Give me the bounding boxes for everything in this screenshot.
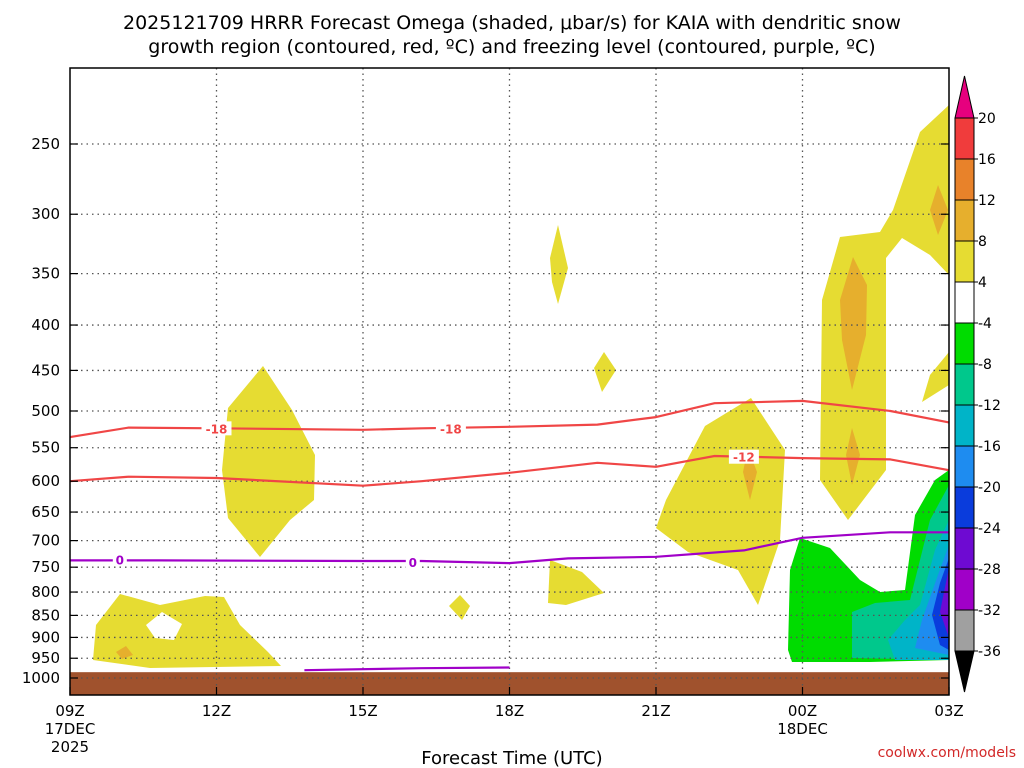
colorbar-segment — [954, 568, 975, 611]
chart-title-line1: 2025121709 HRRR Forecast Omega (shaded, … — [123, 12, 901, 34]
contour-label: 0 — [409, 556, 417, 570]
colorbar-segment — [954, 527, 975, 570]
contour-label-bg — [112, 552, 127, 567]
y-tick-label: 300 — [31, 205, 60, 223]
omega-region — [146, 612, 182, 640]
y-tick-label: 400 — [31, 316, 60, 334]
x-tick-label: 21Z — [641, 702, 670, 720]
colorbar-label: -24 — [978, 521, 1001, 537]
y-tick-label: 550 — [31, 439, 60, 457]
y-tick-label: 850 — [31, 606, 60, 624]
omega-region — [840, 257, 867, 390]
colorbar-label: 8 — [978, 234, 987, 250]
grid — [70, 68, 949, 695]
terrain — [70, 672, 949, 695]
colorbar-top-arrow — [954, 75, 975, 119]
colorbar-label: 16 — [978, 152, 996, 168]
x-tick-label: 00Z — [788, 702, 817, 720]
chart-title-line2: growth region (contoured, red, ºC) and f… — [148, 36, 875, 58]
colorbar-segment — [954, 486, 975, 529]
colorbar-segment — [954, 609, 975, 652]
colorbar-segment — [954, 404, 975, 447]
y-tick-label: 650 — [31, 503, 60, 521]
y-tick-label: 600 — [31, 472, 60, 490]
y-tick-label: 1000 — [22, 669, 60, 687]
colorbar-segment — [954, 117, 975, 160]
x-tick-label: 18Z — [495, 702, 524, 720]
omega-region — [922, 352, 949, 402]
colorbar-segment — [954, 322, 975, 365]
omega-region — [846, 428, 860, 485]
omega-region — [548, 560, 604, 605]
colorbar-label: 20 — [978, 111, 996, 127]
x-tick-label: 18DEC — [777, 720, 828, 738]
omega-region — [116, 646, 133, 659]
colorbar-label: -4 — [978, 316, 992, 332]
omega-region — [550, 225, 568, 304]
contour-label: -12 — [733, 451, 755, 465]
colorbar-label: 4 — [978, 275, 987, 291]
y-tick-label: 800 — [31, 583, 60, 601]
colorbar-label: -36 — [978, 644, 1001, 660]
contour-label: -18 — [206, 422, 228, 436]
colorbar-label: -8 — [978, 357, 992, 373]
omega-region — [449, 595, 470, 620]
omega-region — [93, 594, 281, 668]
y-tick-label: 500 — [31, 402, 60, 420]
omega-region — [932, 558, 949, 650]
colorbar-segment — [954, 240, 975, 283]
colorbar-segment — [954, 363, 975, 406]
colorbar-label: 12 — [978, 193, 996, 209]
colorbar-label: -20 — [978, 480, 1001, 496]
contour-label: -18 — [440, 422, 462, 436]
colorbar-segment — [954, 199, 975, 242]
x-tick-label: 03Z — [934, 702, 963, 720]
contour-label-bg — [405, 555, 420, 570]
y-tick-label: 450 — [31, 361, 60, 379]
y-tick-label: 700 — [31, 532, 60, 550]
isotherm-line — [70, 531, 949, 565]
y-tick-label: 250 — [31, 135, 60, 153]
credit-text: coolwx.com/models — [878, 745, 1016, 761]
omega-region — [930, 185, 948, 235]
colorbar-label: -16 — [978, 439, 1001, 455]
y-tick-label: 950 — [31, 649, 60, 667]
colorbar-bottom-arrow — [954, 650, 975, 693]
omega-region — [222, 366, 315, 557]
x-tick-label: 15Z — [348, 702, 377, 720]
omega-shading — [93, 105, 949, 668]
colorbar-segment — [954, 158, 975, 201]
colorbar-segment — [954, 281, 975, 324]
contour-labels: -18 -18 -12 0 0 — [112, 421, 759, 570]
y-axis: 250 300 350 400 450 500 550 600 650 700 750 800 850 9… — [22, 135, 949, 687]
colorbar-label: -32 — [978, 603, 1001, 619]
omega-region — [820, 105, 949, 520]
isotherm-line — [69, 454, 950, 487]
x-tick-label: 12Z — [202, 702, 231, 720]
colorbar-segment — [954, 445, 975, 488]
contour-label-bg — [435, 421, 466, 436]
x-tick-label: 09Z — [55, 702, 84, 720]
contour-label-bg — [728, 449, 759, 464]
contour-label-bg — [201, 421, 232, 436]
x-tick-label: 2025 — [51, 738, 89, 756]
terrain-fill — [70, 672, 949, 695]
colorbar: 20 16 12 8 4 -4 -8 -12 -16 -20 -24 -28 -32 -36 — [954, 75, 1001, 693]
x-axis-label: Forecast Time (UTC) — [421, 748, 602, 768]
isotherm-line — [304, 666, 510, 672]
omega-region — [940, 568, 949, 635]
y-tick-label: 900 — [31, 628, 60, 646]
omega-region — [594, 352, 616, 392]
omega-region — [656, 398, 785, 605]
y-tick-label: 750 — [31, 558, 60, 576]
y-tick-label: 350 — [31, 265, 60, 283]
contour-label: 0 — [116, 553, 124, 567]
colorbar-label: -12 — [978, 398, 1001, 414]
colorbar-label: -28 — [978, 562, 1001, 578]
x-tick-label: 17DEC — [45, 720, 96, 738]
